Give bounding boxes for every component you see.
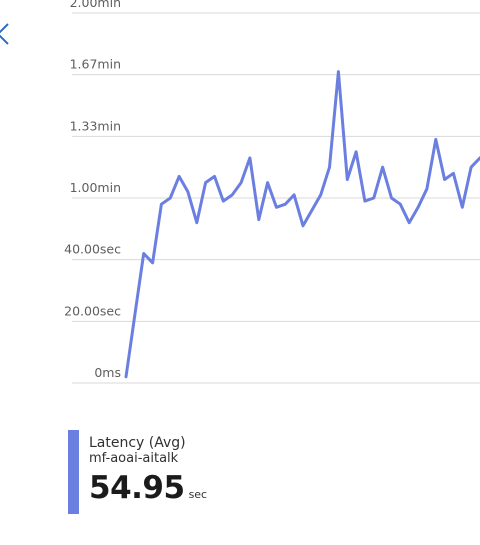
latency-line-chart: 2.00min 1.67min 1.33min 1.00min 40.00sec 20.0…	[64, 0, 480, 384]
y-tick-label: 20.00sec	[64, 303, 121, 318]
legend-color-swatch	[68, 430, 79, 514]
legend-metric-name: Latency (Avg)	[89, 435, 186, 451]
chevron-left-icon[interactable]	[0, 20, 12, 48]
y-tick-label: 40.00sec	[64, 242, 121, 257]
y-tick-label: 1.67min	[70, 57, 121, 72]
legend-text: Latency (Avg) mf-aoai-aitalk 54.95 sec	[89, 430, 207, 514]
legend-resource-name: mf-aoai-aitalk	[89, 451, 179, 466]
y-tick-label: 1.00min	[70, 180, 121, 195]
legend-value-row: 54.95 sec	[89, 470, 207, 506]
y-tick-label: 1.33min	[70, 118, 121, 133]
legend-summary-value: 54.95	[89, 470, 185, 506]
series-line-latency[interactable]	[124, 70, 480, 379]
legend-summary-unit: sec	[188, 488, 208, 501]
chart-legend[interactable]: Latency (Avg) mf-aoai-aitalk 54.95 sec	[68, 430, 207, 514]
y-tick-label: 0ms	[94, 365, 121, 380]
y-tick-label: 2.00min	[70, 0, 121, 10]
